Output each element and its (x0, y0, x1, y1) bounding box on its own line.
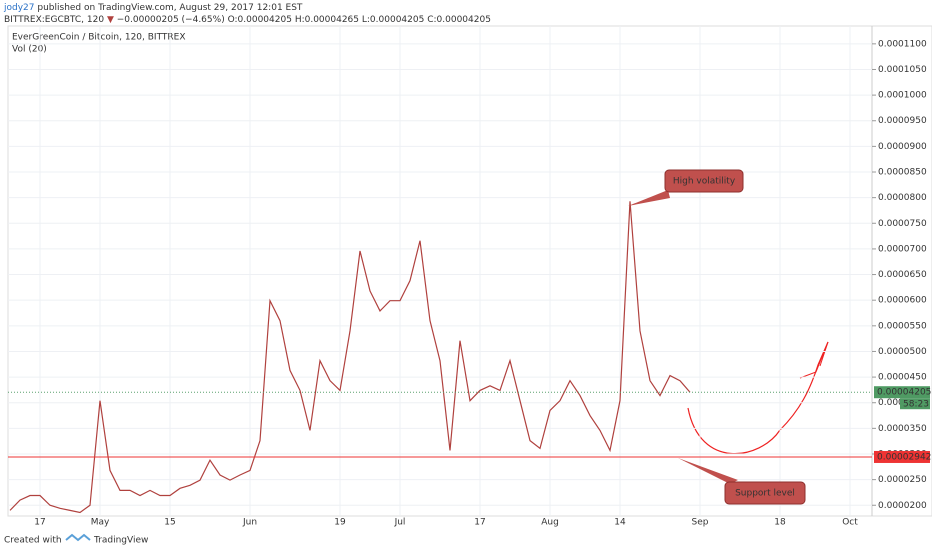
y-tick-label: 0.0000950 (878, 116, 927, 126)
y-tick-label: 0.0000550 (878, 321, 927, 331)
x-tick-label: 17 (34, 518, 45, 528)
price-line (9, 201, 691, 514)
x-tick-label: Jun (242, 518, 257, 528)
y-tick-label: 0.0001000 (878, 91, 927, 101)
y-tick-label: 0.0000650 (878, 270, 927, 280)
y-tick-label: 0.0000500 (878, 347, 927, 357)
x-tick-label: Jul (394, 518, 406, 528)
symbol: BITTREX:EGCBTC, 120 (4, 15, 104, 25)
y-tick-label: 0.0000350 (878, 424, 927, 434)
x-tick-label: 17 (474, 518, 485, 528)
y-tick-label: 0.0001050 (878, 65, 927, 75)
x-tick-label: 19 (334, 518, 346, 528)
change: −0.00000205 (−4.65%) (117, 15, 225, 25)
y-tick-label: 0.0000600 (878, 296, 927, 306)
y-tick-label: 0.0001100 (878, 39, 927, 49)
y-tick-label: 0.0000450 (878, 373, 927, 383)
low: L:0.00004205 (362, 15, 424, 25)
y-tick-label: 0.0000750 (878, 219, 927, 229)
chart-title: EverGreenCoin / Bitcoin, 120, BITTREX (12, 33, 186, 43)
callout-box (664, 169, 744, 193)
x-tick-label: Aug (541, 518, 559, 528)
support-tag (874, 450, 930, 463)
x-tick-label: Oct (842, 518, 858, 528)
user: jody27 (3, 3, 35, 13)
header-line-2: BITTREX:EGCBTC, 120 ▼ −0.00000205 (−4.65… (4, 15, 491, 25)
callout-pointer (628, 190, 670, 206)
x-tick-label: May (91, 518, 110, 528)
y-tick-label: 0.0000700 (878, 244, 927, 254)
down-arrow: ▼ (107, 15, 114, 25)
y-tick-label: 0.0000900 (878, 142, 927, 152)
volume-label: Vol (20) (12, 45, 47, 55)
high: H:0.00004265 (295, 15, 359, 25)
annotation: Support level (735, 489, 795, 499)
projection-curve (687, 341, 829, 455)
last-price-label: 0.00004205 (877, 388, 931, 398)
callout-pointer (678, 458, 738, 484)
footer-created: Created with (4, 536, 62, 546)
y-tick-label: 0.0000850 (878, 168, 927, 178)
open: O:0.00004205 (228, 15, 292, 25)
grid (8, 26, 872, 515)
y-tick-label: 0.0000250 (878, 475, 927, 485)
last-price-tag (874, 386, 930, 399)
countdown: 58:23 (903, 400, 929, 410)
support-label: 0.00002942 (877, 452, 931, 462)
x-tick-label: 14 (614, 518, 626, 528)
projection-arrow (799, 341, 829, 379)
header-line-1: jody27 published on TradingView.com, Aug… (3, 3, 303, 13)
published: published on TradingView.com, August 29,… (37, 3, 303, 13)
x-tick-label: Sep (692, 518, 709, 528)
footer-brand: TradingView (93, 536, 148, 546)
close: C:0.00004205 (427, 15, 491, 25)
x-tick-label: 15 (164, 518, 175, 528)
y-tick-label: 0.0000800 (878, 193, 927, 203)
plot-frame (7, 25, 932, 517)
x-tick-label: 18 (774, 518, 786, 528)
callout-box (724, 481, 806, 505)
countdown-tag (900, 398, 930, 410)
logo (65, 533, 91, 542)
annotation: High volatility (673, 177, 736, 187)
y-tick-label: 0.0000200 (878, 501, 927, 511)
